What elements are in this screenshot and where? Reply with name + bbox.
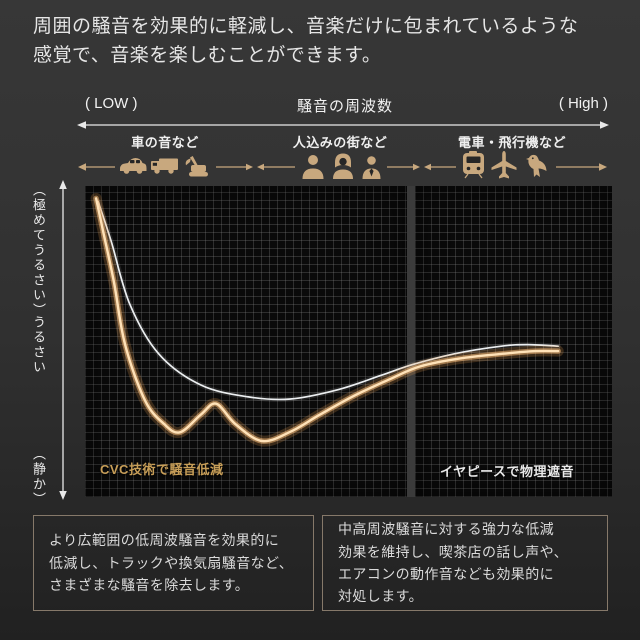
freq-axis-title: 騒音の周波数 [296, 98, 394, 115]
bird-icon [526, 154, 547, 177]
freq-axis-low-label: ( LOW ) [85, 95, 138, 112]
y-label-noisy: うるさい [31, 315, 46, 375]
chart-panel-cvc [85, 186, 407, 497]
car-icon [120, 158, 147, 174]
description-text-low-freq: より広範囲の低周波騒音を効果的に 低減し、トラックや換気扇騒音など、 さまざまな… [49, 532, 294, 594]
person-icon [302, 155, 324, 179]
airplane-icon [491, 151, 517, 179]
white-curve-path [97, 200, 560, 401]
chart-panel-eartip [415, 186, 612, 497]
truck-icon [151, 158, 178, 174]
train-icon [463, 151, 484, 179]
noise-curves-svg [90, 192, 564, 447]
annotation-eartip: イヤピースで物理遮音 [440, 464, 574, 479]
annotation-cvc: CVC技術で騒音低減 [100, 462, 224, 477]
panel-divider [407, 186, 415, 497]
intro-text: 周囲の騒音を効果的に軽減し、音楽だけに包まれているような 感覚で、音楽を楽しむこ… [33, 16, 579, 67]
arrow-down-icon [59, 491, 67, 500]
businessman-icon [362, 156, 381, 179]
arrow-left-icon [77, 121, 86, 129]
description-text-mid-high-freq: 中高周波騒音に対する強力な低減 効果を維持し、喫茶店の話し声や、 エアコンの動作… [338, 521, 568, 605]
y-label-extremely-noisy: （極めてうるさい） [31, 183, 46, 318]
y-axis-arrow [59, 180, 67, 500]
description-box-low-freq: より広範囲の低周波騒音を効果的に 低減し、トラックや換気扇騒音など、 さまざまな… [33, 515, 314, 611]
gold-curve-path [90, 192, 564, 447]
white-curve-path [95, 199, 561, 403]
freq-axis-high-label: ( High ) [558, 95, 608, 112]
category-crowd: 人込みの街など [292, 135, 388, 150]
category-trains: 電車・飛行機など [457, 135, 567, 150]
icon-axis-line [78, 163, 607, 171]
freq-axis-arrow [77, 121, 609, 129]
woman-icon [333, 153, 353, 179]
description-box-mid-high-freq: 中高周波騒音に対する強力な低減 効果を維持し、喫茶店の話し声や、 エアコンの動作… [322, 515, 608, 611]
category-cars: 車の音など [131, 135, 199, 150]
y-label-quiet: （静か） [31, 447, 46, 507]
arrow-up-icon [59, 180, 67, 189]
excavator-icon [185, 156, 208, 177]
icon-band [78, 151, 607, 179]
gold-curve-path [94, 197, 560, 443]
arrow-right-icon [600, 121, 609, 129]
